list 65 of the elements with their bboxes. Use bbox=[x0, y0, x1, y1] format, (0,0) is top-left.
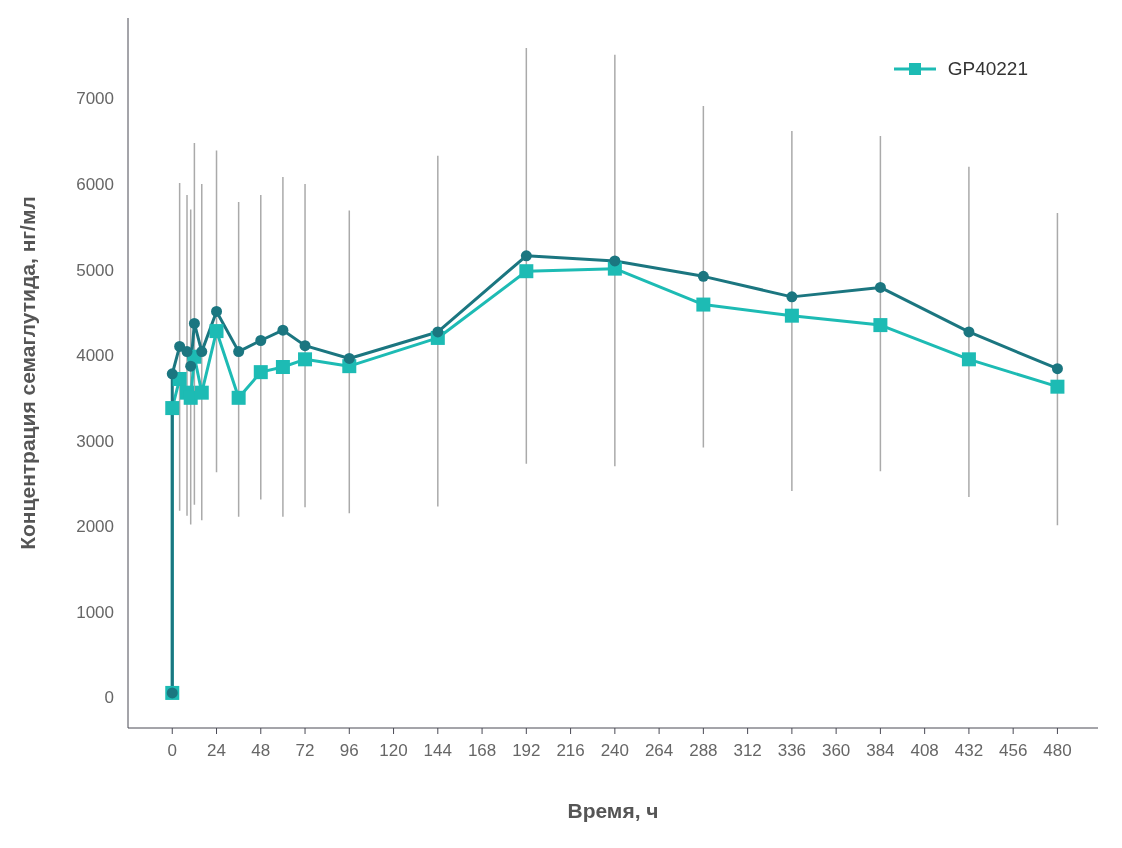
point bbox=[961, 352, 976, 367]
y-tick-label: 5000 bbox=[76, 260, 114, 280]
point bbox=[277, 324, 289, 336]
point bbox=[196, 346, 208, 358]
point bbox=[255, 334, 267, 346]
point bbox=[1050, 379, 1065, 394]
point bbox=[520, 250, 532, 262]
point bbox=[233, 346, 245, 358]
x-tick-label: 144 bbox=[423, 741, 452, 761]
point bbox=[194, 385, 209, 400]
point bbox=[519, 264, 534, 279]
x-tick-label: 96 bbox=[339, 741, 359, 761]
point bbox=[1051, 363, 1063, 375]
legend-label: GP40221 bbox=[947, 58, 1028, 80]
x-tick-label: 384 bbox=[866, 741, 895, 761]
x-tick-label: 264 bbox=[644, 741, 674, 761]
y-tick-label: 1000 bbox=[76, 602, 114, 622]
x-tick-label: 216 bbox=[556, 741, 585, 761]
point bbox=[874, 281, 886, 293]
point bbox=[609, 255, 621, 267]
point bbox=[298, 352, 313, 367]
x-tick-label: 480 bbox=[1043, 741, 1072, 761]
x-tick-label: 48 bbox=[251, 741, 271, 761]
x-tick-label: 408 bbox=[910, 741, 939, 761]
point bbox=[299, 340, 311, 352]
point bbox=[185, 360, 197, 372]
y-tick-label: 7000 bbox=[76, 89, 114, 109]
point bbox=[253, 365, 268, 380]
x-tick-label: 120 bbox=[379, 741, 408, 761]
x-tick-label: 312 bbox=[733, 741, 762, 761]
y-tick-label: 6000 bbox=[76, 174, 114, 194]
point bbox=[181, 346, 193, 358]
y-axis-title: Концентрация семаглутида, нг/мл bbox=[16, 196, 40, 550]
y-tick-label: 0 bbox=[104, 688, 114, 708]
point bbox=[343, 352, 355, 364]
point bbox=[432, 326, 444, 338]
point bbox=[231, 390, 246, 405]
point bbox=[165, 401, 180, 416]
x-tick-label: 24 bbox=[207, 741, 226, 761]
point bbox=[188, 317, 200, 329]
point bbox=[174, 340, 186, 352]
x-axis-title: Время, ч bbox=[567, 799, 659, 822]
x-tick-label: 456 bbox=[998, 741, 1028, 761]
x-tick-label: 288 bbox=[689, 741, 718, 761]
x-tick-label: 360 bbox=[821, 741, 851, 761]
x-tick-label: 72 bbox=[295, 741, 315, 761]
point bbox=[963, 326, 975, 338]
y-tick-label: 4000 bbox=[76, 346, 114, 366]
point bbox=[697, 270, 709, 282]
y-tick-label: 2000 bbox=[76, 517, 114, 537]
x-tick-label: 240 bbox=[600, 741, 630, 761]
x-tick-label: 168 bbox=[467, 741, 497, 761]
point bbox=[211, 305, 223, 317]
x-tick-label: 192 bbox=[512, 741, 541, 761]
point bbox=[873, 318, 888, 333]
point bbox=[275, 360, 290, 375]
point bbox=[696, 297, 711, 312]
point bbox=[166, 368, 178, 380]
y-tick-label: 3000 bbox=[76, 431, 114, 451]
x-tick-label: 432 bbox=[954, 741, 984, 761]
point bbox=[784, 308, 799, 323]
x-tick-label: 336 bbox=[777, 741, 807, 761]
x-tick-label: 0 bbox=[167, 741, 177, 761]
point bbox=[209, 324, 224, 339]
point bbox=[786, 291, 798, 303]
